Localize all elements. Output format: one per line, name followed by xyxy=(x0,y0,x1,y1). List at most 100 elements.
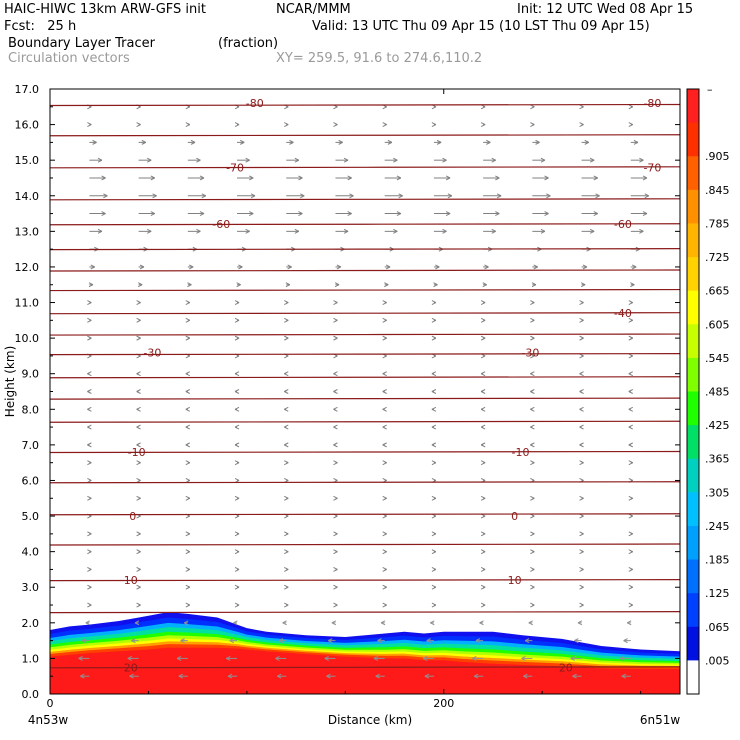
vector-head xyxy=(199,211,205,217)
vector-head xyxy=(234,300,240,305)
vector-head xyxy=(87,584,92,590)
vector-head xyxy=(183,620,189,626)
vector-arrow xyxy=(187,157,201,163)
vector-head xyxy=(333,566,338,572)
vector-arrow xyxy=(479,620,484,626)
vector-head xyxy=(572,673,577,679)
vector-arrow xyxy=(138,175,156,181)
vector-head xyxy=(480,566,486,572)
vector-head xyxy=(226,655,231,661)
vector-head xyxy=(579,300,584,305)
vector-arrow xyxy=(185,584,191,590)
vector-head xyxy=(579,389,584,394)
vector-arrow xyxy=(480,300,486,305)
vector-arrow xyxy=(628,335,634,341)
vector-head xyxy=(136,566,141,572)
vector-arrow xyxy=(284,442,289,448)
vector-head xyxy=(495,211,500,217)
vector-head xyxy=(530,389,535,394)
vector-head xyxy=(396,175,402,181)
vector-head xyxy=(87,602,92,608)
vector-head xyxy=(185,602,191,608)
vector-head xyxy=(579,424,584,430)
colorbar-swatch xyxy=(687,257,699,292)
vector-head xyxy=(633,139,639,145)
vector-head xyxy=(136,371,141,377)
vector-head xyxy=(544,175,549,181)
vector-arrow xyxy=(579,566,584,572)
vector-arrow xyxy=(382,495,387,501)
colorbar-swatch xyxy=(687,458,699,493)
vector-head xyxy=(333,389,338,394)
vector-arrow xyxy=(433,175,451,181)
vector-arrow xyxy=(286,228,300,234)
vector-head xyxy=(628,566,634,572)
contour-label: 10 xyxy=(508,574,522,587)
vector-arrow xyxy=(532,175,549,181)
vector-arrow xyxy=(334,282,340,288)
vector-head xyxy=(185,460,191,466)
vector-arrow xyxy=(384,282,389,288)
vector-arrow xyxy=(333,460,338,466)
vector-arrow xyxy=(324,655,336,661)
vector-arrow xyxy=(630,193,650,199)
vector-arrow xyxy=(277,673,287,679)
vector-head xyxy=(431,549,437,555)
vector-arrow xyxy=(229,638,238,644)
vector-arrow xyxy=(131,638,139,644)
vector-head xyxy=(431,300,437,305)
colorbar-swatch xyxy=(687,559,699,594)
vector-arrow xyxy=(532,264,538,270)
vector-arrow xyxy=(226,655,238,661)
vector-arrow xyxy=(431,300,437,305)
vector-head xyxy=(284,424,289,430)
contour-label: 10 xyxy=(124,574,138,587)
vector-head xyxy=(480,371,486,377)
vector-head xyxy=(530,424,535,430)
vector-arrow xyxy=(185,406,191,412)
vector-head xyxy=(579,371,584,377)
temperature-contour-line xyxy=(49,353,681,356)
vector-head xyxy=(227,673,233,679)
vector-arrow xyxy=(628,317,634,323)
vector-head xyxy=(287,264,292,270)
vector-arrow xyxy=(422,655,434,661)
vector-head xyxy=(284,317,289,323)
vector-head xyxy=(331,620,337,626)
vector-arrow xyxy=(530,424,535,430)
vector-arrow xyxy=(373,655,385,661)
vector-head xyxy=(234,371,240,377)
vector-arrow xyxy=(530,317,535,323)
vector-head xyxy=(431,442,437,448)
vector-head xyxy=(87,317,92,323)
vector-head xyxy=(473,673,479,679)
vector-arrow xyxy=(483,264,489,270)
vector-arrow xyxy=(286,211,303,217)
vector-head xyxy=(136,442,141,448)
vector-head xyxy=(136,495,141,501)
vector-head xyxy=(87,566,92,572)
vector-arrow xyxy=(237,228,250,234)
colorbar-label: .305 xyxy=(705,486,730,499)
vector-head xyxy=(185,300,191,305)
vector-head xyxy=(284,531,289,537)
vector-arrow xyxy=(480,317,486,323)
vector-head xyxy=(284,549,289,555)
vector-head xyxy=(333,122,338,128)
vector-arrow xyxy=(431,442,437,448)
vector-arrow xyxy=(286,175,303,181)
vector-arrow xyxy=(530,531,535,537)
vector-arrow xyxy=(87,460,92,466)
vector-arrow xyxy=(532,157,546,163)
vector-arrow xyxy=(581,139,589,145)
vector-arrow xyxy=(87,406,92,412)
vector-arrow xyxy=(431,406,437,412)
vector-head xyxy=(480,549,486,555)
vector-arrow xyxy=(284,371,289,377)
vector-arrow xyxy=(579,317,584,323)
vector-arrow xyxy=(87,602,92,608)
vector-arrow xyxy=(335,175,352,181)
vector-arrow xyxy=(333,300,338,305)
vector-arrow xyxy=(234,389,240,394)
temperature-contour-line xyxy=(49,103,681,107)
